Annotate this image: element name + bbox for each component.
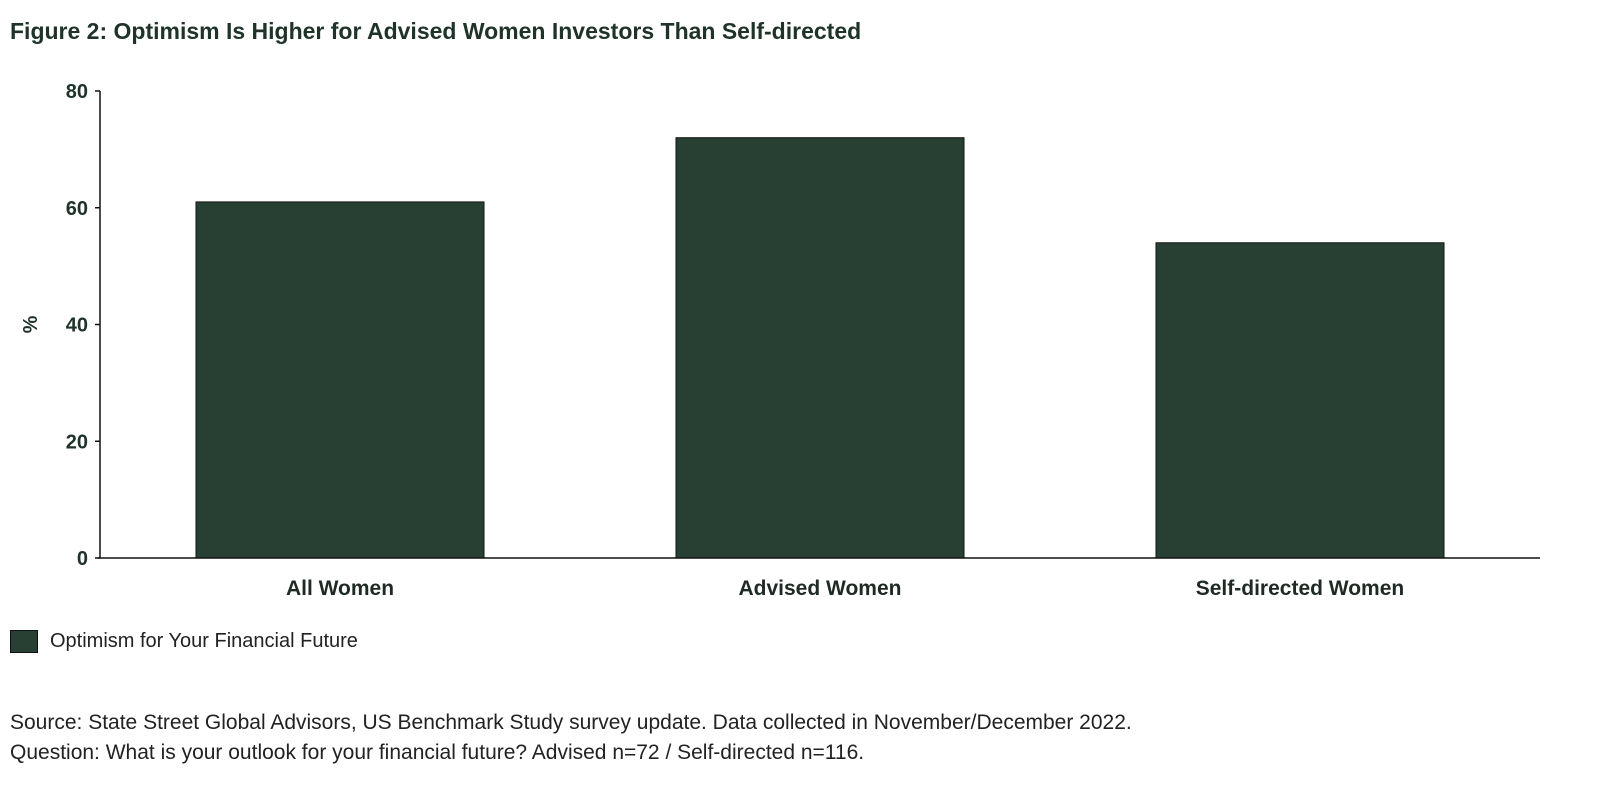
bar <box>1155 242 1445 559</box>
source-line: Source: State Street Global Advisors, US… <box>10 711 1132 734</box>
legend: Optimism for Your Financial Future <box>10 630 358 653</box>
bar <box>675 137 965 559</box>
y-axis-label: % <box>20 315 42 333</box>
question-line: Question: What is your outlook for your … <box>10 741 865 764</box>
y-tick-label: 40 <box>66 315 88 337</box>
legend-swatch <box>10 630 38 653</box>
source-note: Source: State Street Global Advisors, US… <box>10 708 1132 768</box>
x-tick-label: All Women <box>286 577 394 600</box>
y-tick-label: 80 <box>66 81 88 103</box>
y-tick-label: 20 <box>66 431 88 453</box>
chart-title: Figure 2: Optimism Is Higher for Advised… <box>10 18 862 44</box>
y-tick-label: 60 <box>66 198 88 220</box>
x-tick-label: Self-directed Women <box>1196 577 1404 600</box>
x-tick-label: Advised Women <box>739 577 902 600</box>
bar-chart: All Women Advised Women Self-directed Wome… <box>20 81 1540 600</box>
y-tick-label: 0 <box>77 548 88 570</box>
bar <box>195 201 485 559</box>
legend-label: Optimism for Your Financial Future <box>50 630 358 652</box>
